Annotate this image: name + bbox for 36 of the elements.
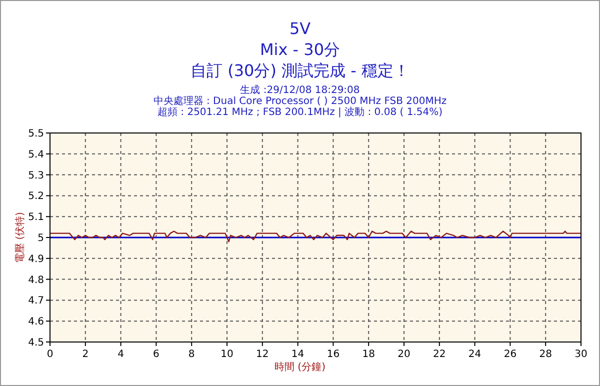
text: 中央處理器 : Dual Core Processor ( ) 2500 MHz FSB 200MHz: [153, 95, 447, 107]
x-tick-label: 8: [188, 349, 195, 360]
y-tick-label: 5.3: [28, 170, 44, 182]
x-tick-label: 30: [574, 349, 588, 360]
y-axis-title: 電壓 (伏特): [14, 212, 26, 263]
y-tick-label: 4.5: [28, 338, 44, 348]
x-tick-label: 14: [291, 349, 304, 360]
y-tick-label: 5: [38, 233, 44, 244]
x-tick-label: 12: [256, 349, 269, 360]
x-tick-label: 22: [433, 349, 446, 360]
x-tick-label: 26: [504, 349, 517, 360]
x-tick-label: 6: [153, 349, 160, 360]
x-tick-label: 18: [362, 349, 375, 360]
y-tick-label: 5.4: [28, 149, 44, 160]
y-tick-label: 5.2: [28, 191, 44, 202]
y-tick-label: 5.1: [28, 212, 44, 224]
x-tick-label: 28: [539, 349, 552, 360]
y-tick-label: 4.9: [28, 254, 44, 265]
x-tick-label: 0: [46, 349, 54, 360]
x-tick-label: 20: [398, 349, 410, 360]
y-tick-label: 4.7: [28, 296, 44, 307]
x-tick-label: 16: [326, 349, 340, 360]
y-tick-label: 5.5: [28, 128, 44, 140]
x-tick-label: 24: [468, 349, 482, 360]
text: 生成 :29/12/08 18:29:08: [240, 84, 360, 96]
y-tick-label: 4.8: [28, 274, 44, 286]
chart-title: 5V: [289, 19, 311, 38]
x-axis-title: 時間 (分鐘): [274, 361, 326, 373]
x-tick-label: 4: [118, 349, 124, 360]
x-tick-label: 2: [82, 349, 89, 360]
line-series: [49, 230, 582, 242]
y-tick-label: 4.6: [28, 316, 44, 328]
text: 自訂 (30分) 測試完成 - 穩定！: [190, 61, 410, 80]
chart-subtitle: Mix - 30分: [260, 40, 340, 59]
x-tick-label: 10: [220, 349, 234, 360]
text: 超頻 : 2501.21 MHz ; FSB 200.1MHz | 波動 : 0.08 ( 1.54%): [157, 106, 443, 118]
